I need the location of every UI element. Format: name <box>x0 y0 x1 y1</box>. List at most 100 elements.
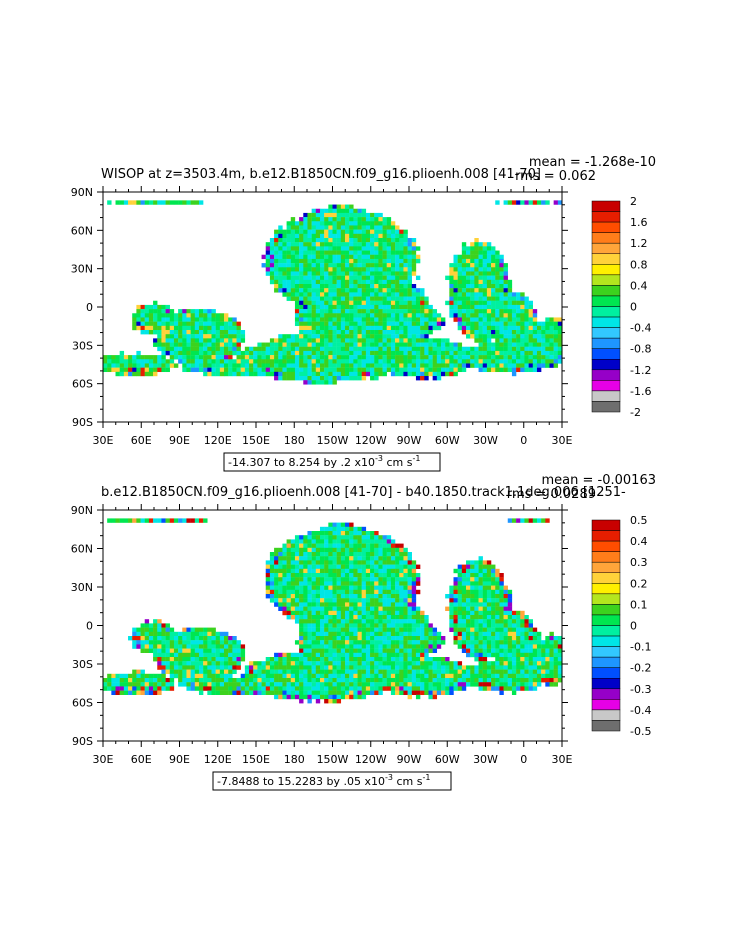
field-cell <box>170 351 174 355</box>
field-cell <box>491 569 495 573</box>
field-cell <box>270 368 274 372</box>
field-cell <box>141 368 145 372</box>
field-cell <box>508 355 512 359</box>
field-cell <box>282 565 286 569</box>
field-cell <box>474 238 478 242</box>
field-cell <box>391 556 395 560</box>
field-cell <box>299 653 303 657</box>
field-cell <box>395 569 399 573</box>
field-cell <box>474 670 478 674</box>
field-cell <box>295 560 299 564</box>
field-cell <box>312 623 316 627</box>
field-cell <box>203 355 207 359</box>
field-cell <box>466 334 470 338</box>
field-cell <box>512 632 516 636</box>
field-cell <box>287 271 291 275</box>
field-cell <box>391 251 395 255</box>
field-cell <box>374 665 378 669</box>
field-cell <box>299 330 303 334</box>
field-cell <box>161 649 165 653</box>
field-cell <box>466 330 470 334</box>
field-cell <box>353 644 357 648</box>
field-cell <box>387 313 391 317</box>
field-cell <box>537 640 541 644</box>
field-cell <box>282 661 286 665</box>
field-cell <box>545 518 549 522</box>
field-cell <box>358 560 362 564</box>
field-cell <box>474 255 478 259</box>
field-cell <box>516 619 520 623</box>
field-cell <box>341 611 345 615</box>
field-cell <box>466 598 470 602</box>
field-cell <box>241 338 245 342</box>
field-cell <box>437 682 441 686</box>
field-cell <box>299 363 303 367</box>
field-cell <box>349 598 353 602</box>
field-cell <box>345 221 349 225</box>
field-cell <box>358 615 362 619</box>
field-cell <box>470 267 474 271</box>
field-cell <box>395 657 399 661</box>
field-cell <box>287 573 291 577</box>
field-cell <box>524 649 528 653</box>
field-cell <box>370 305 374 309</box>
field-cell <box>387 276 391 280</box>
field-cell <box>145 305 149 309</box>
field-cell <box>207 644 211 648</box>
field-cell <box>491 259 495 263</box>
field-cell <box>358 330 362 334</box>
field-cell <box>383 217 387 221</box>
field-cell <box>312 334 316 338</box>
field-cell <box>378 338 382 342</box>
field-cell <box>295 276 299 280</box>
field-cell <box>120 351 124 355</box>
field-cell <box>508 288 512 292</box>
field-cell <box>345 372 349 376</box>
field-cell <box>466 653 470 657</box>
field-cell <box>358 661 362 665</box>
field-cell <box>433 359 437 363</box>
field-cell <box>333 661 337 665</box>
field-cell <box>328 653 332 657</box>
field-cell <box>320 355 324 359</box>
field-cell <box>412 317 416 321</box>
field-cell <box>257 678 261 682</box>
field-cell <box>483 619 487 623</box>
field-cell <box>316 628 320 632</box>
field-cell <box>391 577 395 581</box>
field-cell <box>328 586 332 590</box>
field-cell <box>358 372 362 376</box>
field-cell <box>120 518 124 522</box>
field-cell <box>282 590 286 594</box>
field-cell <box>341 594 345 598</box>
field-cell <box>320 670 324 674</box>
field-cell <box>408 317 412 321</box>
field-cell <box>191 649 195 653</box>
field-cell <box>420 628 424 632</box>
field-cell <box>278 338 282 342</box>
field-cell <box>328 657 332 661</box>
field-cell <box>303 242 307 246</box>
field-cell <box>333 523 337 527</box>
field-cell <box>299 607 303 611</box>
field-cell <box>337 326 341 330</box>
field-cell <box>345 288 349 292</box>
field-cell <box>454 263 458 267</box>
field-cell <box>303 276 307 280</box>
field-cell <box>295 305 299 309</box>
field-cell <box>337 670 341 674</box>
field-cell <box>395 238 399 242</box>
field-cell <box>174 665 178 669</box>
field-cell <box>328 649 332 653</box>
field-cell <box>353 623 357 627</box>
field-cell <box>358 221 362 225</box>
field-cell <box>366 644 370 648</box>
field-cell <box>299 234 303 238</box>
field-cell <box>383 251 387 255</box>
field-cell <box>374 565 378 569</box>
field-cell <box>428 317 432 321</box>
field-cell <box>537 338 541 342</box>
field-cell <box>349 259 353 263</box>
field-cell <box>383 225 387 229</box>
field-cell <box>307 363 311 367</box>
